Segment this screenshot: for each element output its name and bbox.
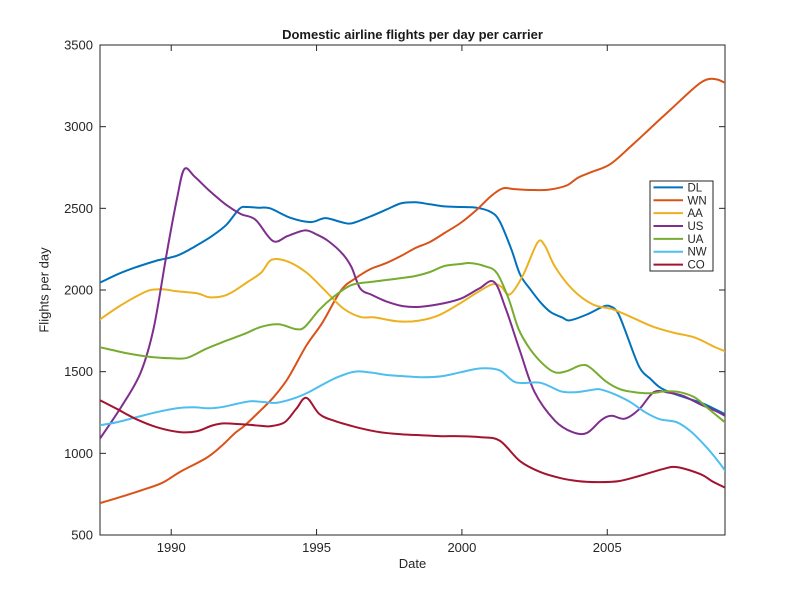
y-tick-label: 500 (71, 528, 93, 543)
legend-label-US: US (688, 221, 704, 233)
series-line-CO (100, 396, 725, 489)
series-line-UA (100, 262, 725, 424)
x-axis-label: Date (398, 556, 427, 571)
y-tick-label: 3000 (64, 119, 93, 134)
legend-label-NW: NW (688, 247, 707, 259)
legend-label-AA: AA (688, 208, 704, 220)
series-line-DL (100, 201, 725, 416)
y-tick-label: 2000 (64, 283, 93, 298)
x-tick-label: 2000 (447, 540, 476, 555)
series-line-AA (100, 239, 725, 353)
y-tick-label: 2500 (64, 201, 93, 216)
legend-label-CO: CO (688, 260, 705, 272)
series-line-US (100, 167, 725, 440)
legend-label-UA: UA (688, 234, 704, 246)
x-tick-label: 1990 (157, 540, 186, 555)
chart-title: Domestic airline flights per day per car… (282, 27, 543, 42)
series-group (100, 77, 725, 505)
y-tick-label: 3500 (64, 38, 93, 53)
y-tick-label: 1000 (64, 446, 93, 461)
series-line-WN (100, 77, 725, 505)
x-tick-label: 2005 (593, 540, 622, 555)
series-line-NW (100, 367, 725, 472)
y-tick-label: 1500 (64, 364, 93, 379)
legend-label-WN: WN (688, 195, 707, 207)
x-tick-label: 1995 (302, 540, 331, 555)
legend-label-DL: DL (688, 182, 703, 194)
axes-box (99, 44, 726, 536)
